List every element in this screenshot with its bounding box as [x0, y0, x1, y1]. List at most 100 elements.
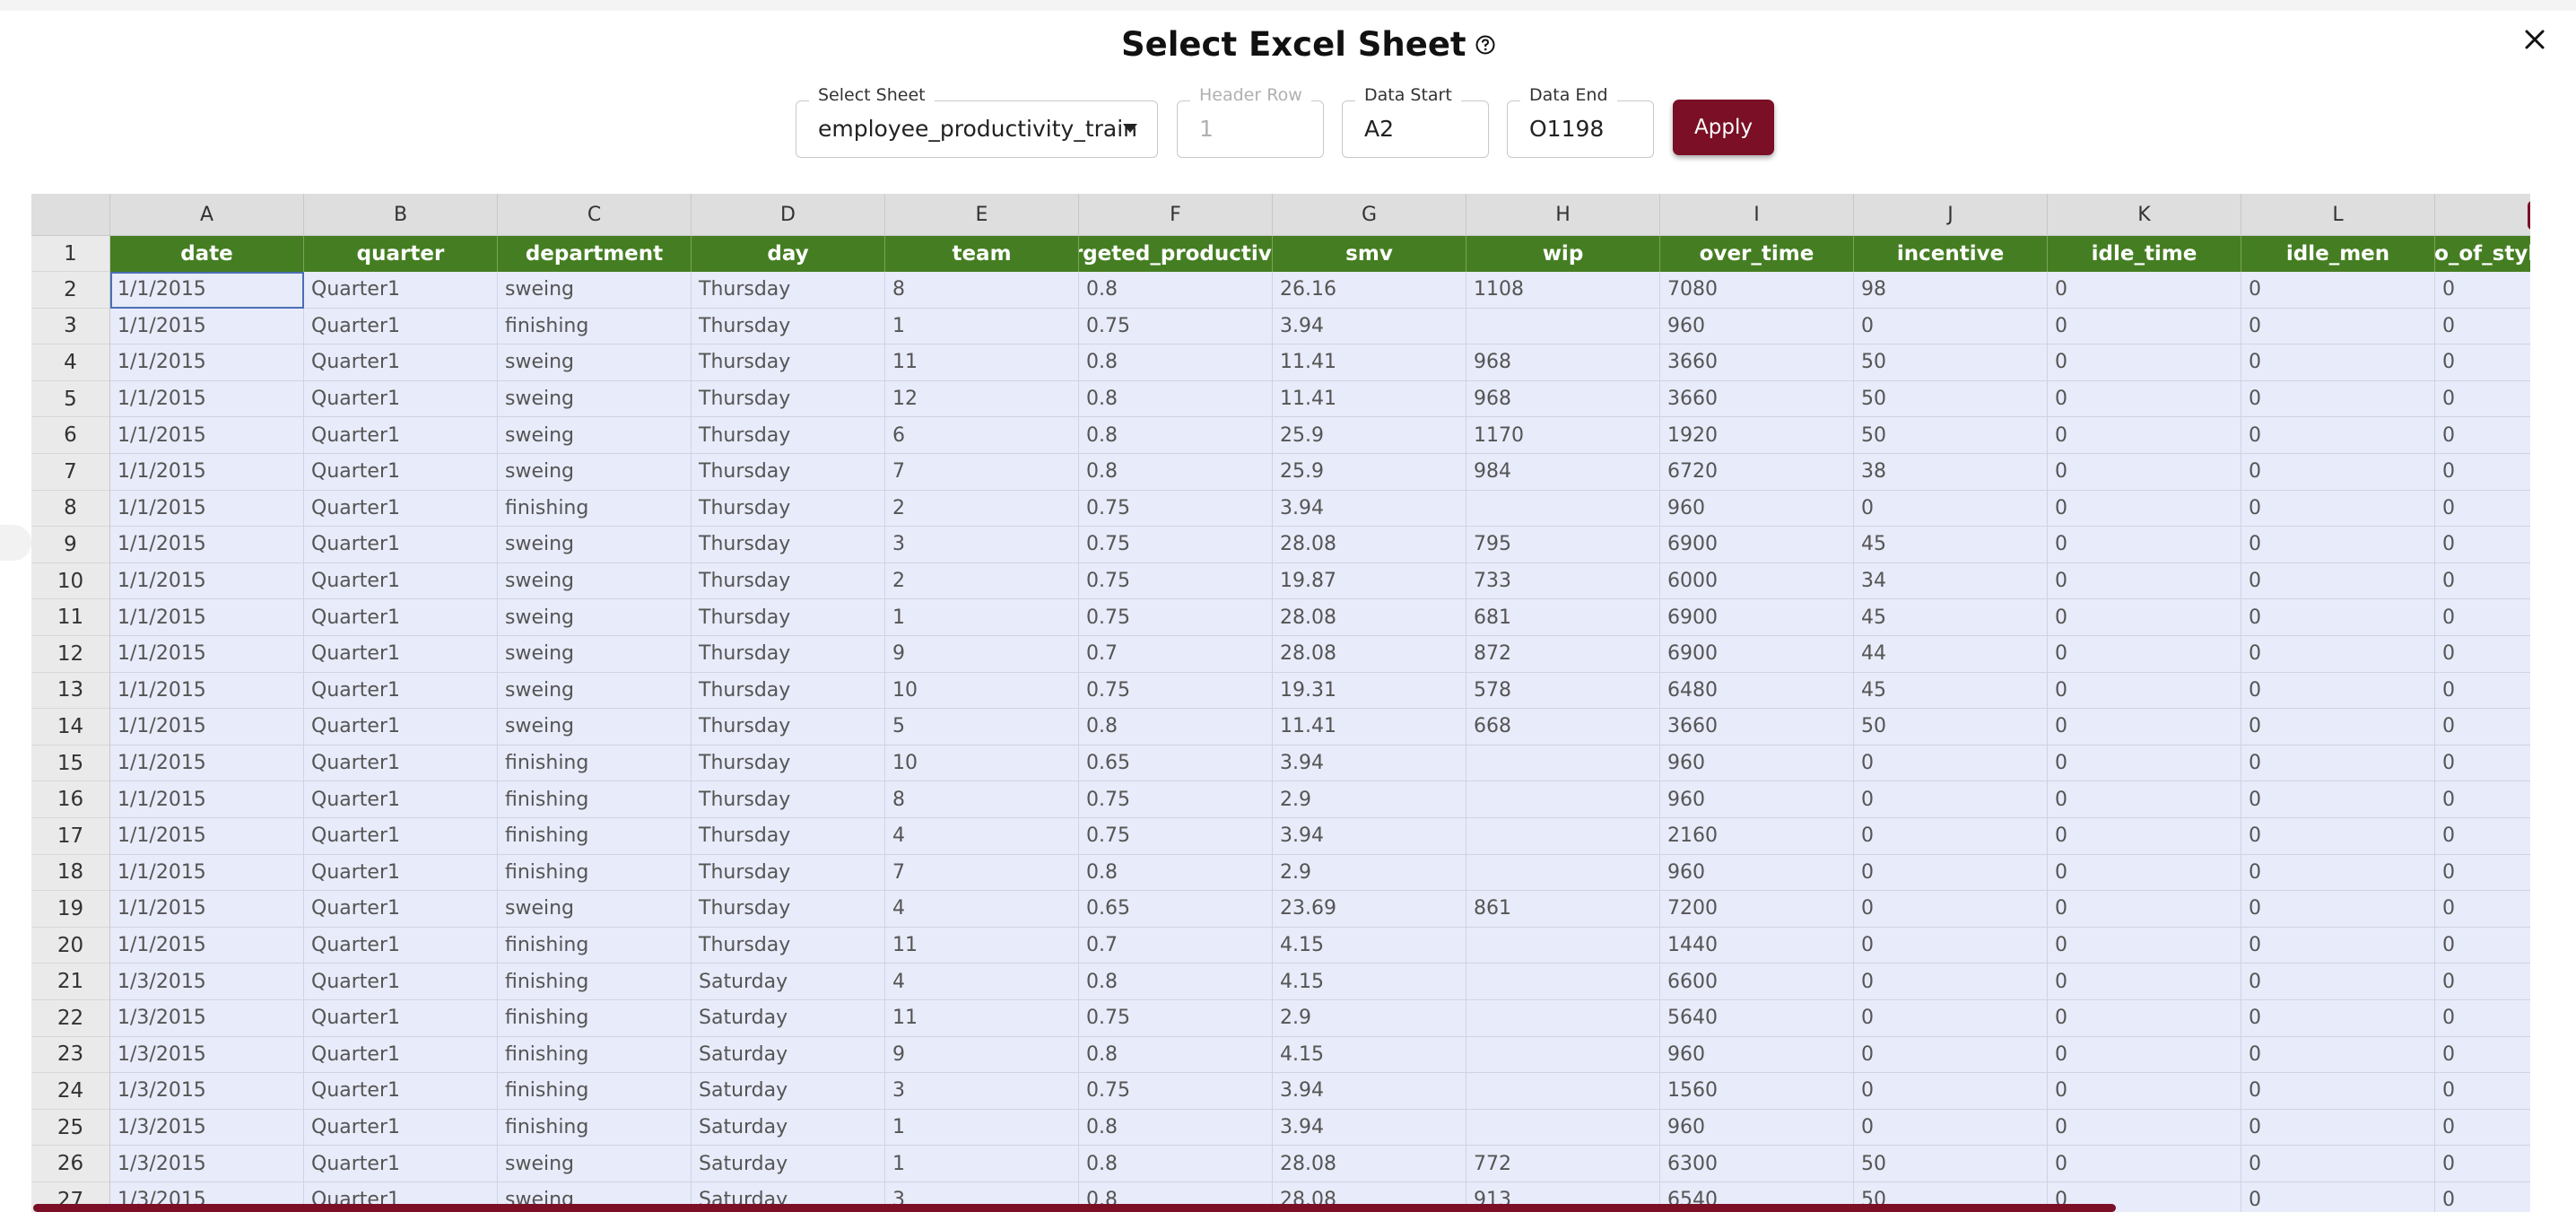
table-cell[interactable]: 1/1/2015 — [110, 927, 304, 964]
table-cell[interactable]: 50 — [1854, 1146, 2048, 1182]
table-cell[interactable]: 0.7 — [1079, 636, 1273, 673]
table-cell[interactable]: 0 — [2435, 1000, 2530, 1037]
table-cell[interactable]: 1/1/2015 — [110, 745, 304, 782]
table-cell[interactable]: 0 — [2241, 527, 2435, 563]
table-cell[interactable]: Quarter1 — [304, 1146, 498, 1182]
table-cell[interactable]: 0 — [2435, 1182, 2530, 1212]
table-cell[interactable]: Thursday — [692, 891, 885, 928]
table-cell[interactable]: 0 — [2241, 1036, 2435, 1074]
table-cell[interactable]: 0 — [1854, 927, 2048, 964]
table-cell[interactable]: 0 — [2241, 1146, 2435, 1182]
table-cell[interactable]: 0 — [2048, 527, 2241, 563]
table-cell[interactable]: 960 — [1660, 781, 1854, 818]
table-cell[interactable]: 2 — [885, 490, 1079, 528]
table-cell[interactable]: 0.75 — [1079, 672, 1273, 710]
table-cell[interactable]: Thursday — [692, 272, 885, 309]
table-cell[interactable]: 1/1/2015 — [110, 854, 304, 892]
table-cell[interactable]: 0 — [1854, 963, 2048, 1000]
table-cell[interactable]: 1/1/2015 — [110, 527, 304, 563]
row-number[interactable]: 14 — [31, 709, 110, 746]
table-cell[interactable]: Thursday — [692, 599, 885, 636]
table-cell[interactable]: 1/1/2015 — [110, 891, 304, 928]
header-cell[interactable]: no_of_style_change — [2435, 236, 2530, 272]
table-cell[interactable]: 11.41 — [1273, 709, 1466, 746]
table-cell[interactable]: Saturday — [692, 1109, 885, 1147]
side-handle[interactable] — [0, 525, 31, 561]
table-cell[interactable]: 0.8 — [1079, 1036, 1273, 1074]
table-cell[interactable]: 1/1/2015 — [110, 417, 304, 454]
table-cell[interactable]: Thursday — [692, 454, 885, 491]
table-cell[interactable]: sweing — [498, 454, 692, 491]
column-header[interactable]: C — [498, 194, 692, 236]
table-cell[interactable]: 0 — [2241, 562, 2435, 600]
table-cell[interactable]: 6 — [885, 417, 1079, 454]
column-header[interactable]: E — [885, 194, 1079, 236]
table-cell[interactable]: Quarter1 — [304, 891, 498, 928]
row-number[interactable]: 20 — [31, 927, 110, 964]
table-cell[interactable]: 1/1/2015 — [110, 672, 304, 710]
table-cell[interactable]: 9 — [885, 1036, 1079, 1074]
column-header[interactable]: A — [110, 194, 304, 236]
table-cell[interactable]: 11 — [885, 344, 1079, 381]
table-cell[interactable]: Quarter1 — [304, 344, 498, 381]
table-cell[interactable]: Quarter1 — [304, 454, 498, 491]
table-cell[interactable]: 0.8 — [1079, 417, 1273, 454]
table-cell[interactable]: 984 — [1466, 454, 1660, 491]
table-cell[interactable]: 98 — [1854, 272, 2048, 309]
row-number[interactable]: 3 — [31, 308, 110, 345]
table-cell[interactable]: 0.75 — [1079, 527, 1273, 563]
table-cell[interactable]: 4.15 — [1273, 927, 1466, 964]
table-cell[interactable]: 960 — [1660, 854, 1854, 892]
table-cell[interactable]: Quarter1 — [304, 527, 498, 563]
table-cell[interactable]: 0 — [2048, 1146, 2241, 1182]
row-number[interactable]: 19 — [31, 891, 110, 928]
header-cell[interactable]: date — [110, 236, 304, 272]
table-cell[interactable]: Thursday — [692, 562, 885, 600]
column-header[interactable] — [2435, 194, 2530, 236]
table-cell[interactable]: Quarter1 — [304, 818, 498, 855]
table-cell[interactable]: 0 — [2048, 709, 2241, 746]
table-cell[interactable]: finishing — [498, 1073, 692, 1110]
table-cell[interactable]: 2.9 — [1273, 781, 1466, 818]
table-cell[interactable]: 0 — [2048, 781, 2241, 818]
table-cell[interactable]: Thursday — [692, 527, 885, 563]
table-cell[interactable]: finishing — [498, 1109, 692, 1147]
table-cell[interactable]: 6000 — [1660, 562, 1854, 600]
table-cell[interactable]: 0 — [2241, 1182, 2435, 1212]
table-cell[interactable]: finishing — [498, 1000, 692, 1037]
table-cell[interactable]: finishing — [498, 781, 692, 818]
table-cell[interactable]: 1 — [885, 308, 1079, 345]
table-cell[interactable]: 0 — [2048, 454, 2241, 491]
table-cell[interactable] — [1466, 1109, 1660, 1147]
table-cell[interactable]: 0 — [2048, 272, 2241, 309]
table-cell[interactable]: 0.75 — [1079, 490, 1273, 528]
table-cell[interactable]: 0 — [2241, 308, 2435, 345]
table-cell[interactable]: 0 — [2241, 1073, 2435, 1110]
table-cell[interactable]: 1440 — [1660, 927, 1854, 964]
table-cell[interactable]: 8 — [885, 272, 1079, 309]
table-cell[interactable]: 1/1/2015 — [110, 709, 304, 746]
table-cell[interactable]: 6300 — [1660, 1146, 1854, 1182]
table-cell[interactable]: 960 — [1660, 308, 1854, 345]
header-cell[interactable]: idle_men — [2241, 236, 2435, 272]
row-number[interactable]: 15 — [31, 745, 110, 782]
column-header[interactable]: F — [1079, 194, 1273, 236]
table-cell[interactable]: 8 — [885, 781, 1079, 818]
table-cell[interactable]: Thursday — [692, 417, 885, 454]
table-cell[interactable] — [1466, 818, 1660, 855]
table-cell[interactable]: 1560 — [1660, 1073, 1854, 1110]
table-cell[interactable]: 0 — [2435, 745, 2530, 782]
table-cell[interactable]: 0 — [2048, 854, 2241, 892]
table-cell[interactable]: 0.8 — [1079, 344, 1273, 381]
table-cell[interactable]: 0 — [2435, 599, 2530, 636]
table-cell[interactable]: Thursday — [692, 344, 885, 381]
table-cell[interactable]: 0 — [1854, 1109, 2048, 1147]
table-cell[interactable]: Quarter1 — [304, 1036, 498, 1074]
table-cell[interactable]: 1/3/2015 — [110, 1000, 304, 1037]
column-header[interactable]: L — [2241, 194, 2435, 236]
table-cell[interactable]: Quarter1 — [304, 1073, 498, 1110]
table-cell[interactable]: sweing — [498, 344, 692, 381]
table-cell[interactable]: 0.75 — [1079, 308, 1273, 345]
table-cell[interactable]: 772 — [1466, 1146, 1660, 1182]
table-cell[interactable]: 0 — [2435, 308, 2530, 345]
